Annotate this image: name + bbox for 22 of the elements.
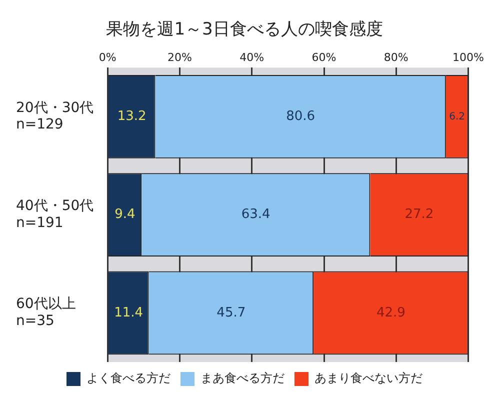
legend-label: あまり食べない方だ [314,371,422,386]
data-label: 9.4 [114,207,136,222]
x-tick-label: 0% [98,50,116,64]
y-tick-label: 60代以上 n=35 [16,296,76,329]
x-tick-label: 100% [452,50,484,64]
data-label: 6.2 [449,111,466,122]
x-tick-label: 40% [240,50,264,64]
data-label: 13.2 [117,109,146,124]
legend-label: よく食べる方だ [86,371,170,386]
y-tick-label: 20代・30代 n=129 [16,100,94,133]
data-label: 42.9 [376,305,406,320]
data-label: 27.2 [404,207,434,222]
data-label: 11.4 [114,305,144,320]
data-label: 63.4 [241,207,270,222]
y-tick-label: 40代・50代 n=191 [16,198,94,231]
x-tick-label: 20% [168,50,192,64]
x-tick-label: 60% [312,50,336,64]
data-label: 80.6 [286,109,316,124]
legend-label: まあ食べる方だ [200,371,284,386]
x-tick-label: 80% [384,50,408,64]
data-label: 45.7 [216,305,246,320]
chart-title: 果物を週1～3日食べる人の喫食感度 [106,20,383,40]
